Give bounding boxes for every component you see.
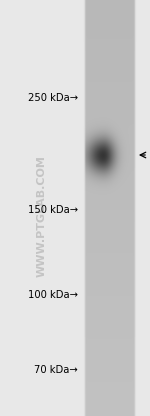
Text: 250 kDa→: 250 kDa→ bbox=[28, 93, 78, 103]
Text: 150 kDa→: 150 kDa→ bbox=[28, 205, 78, 215]
Text: WWW.PTGLAB.COM: WWW.PTGLAB.COM bbox=[37, 156, 47, 277]
Text: 70 kDa→: 70 kDa→ bbox=[34, 365, 78, 375]
Text: 100 kDa→: 100 kDa→ bbox=[28, 290, 78, 300]
